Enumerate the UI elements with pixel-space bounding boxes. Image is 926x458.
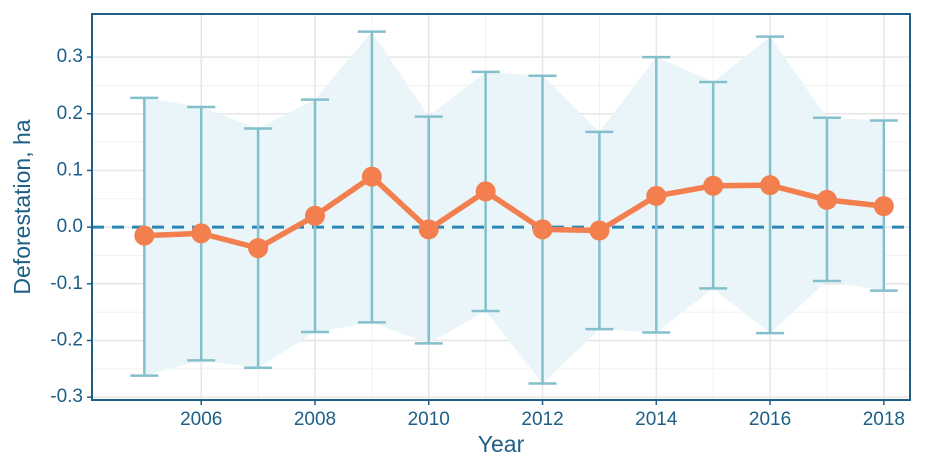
data-point — [361, 166, 382, 187]
data-point — [418, 219, 439, 240]
data-point — [134, 225, 155, 246]
data-point — [191, 223, 212, 244]
y-tick-label: -0.2 — [50, 330, 83, 351]
x-tick-label: 2008 — [294, 409, 336, 430]
x-tick-label: 2018 — [863, 409, 905, 430]
x-tick-label: 2012 — [521, 409, 563, 430]
data-point — [760, 175, 781, 196]
y-tick-label: -0.3 — [50, 386, 83, 407]
data-point — [475, 181, 496, 202]
data-point — [703, 175, 724, 196]
data-point — [816, 189, 837, 210]
data-point — [532, 219, 553, 240]
y-tick-label: 0.3 — [57, 46, 83, 67]
x-tick-label: 2006 — [180, 409, 222, 430]
y-axis-title: Deforestation, ha — [9, 119, 35, 294]
data-point — [304, 205, 325, 226]
y-tick-label: 0.0 — [57, 216, 83, 237]
x-tick-label: 2016 — [749, 409, 791, 430]
plot-border — [91, 13, 911, 401]
data-point — [873, 196, 894, 217]
x-tick-label: 2014 — [635, 409, 678, 430]
data-point — [646, 185, 667, 206]
y-tick-label: 0.1 — [57, 159, 83, 180]
y-tick-label: 0.2 — [57, 103, 83, 124]
data-point — [248, 238, 269, 259]
x-axis-title: Year — [478, 431, 525, 457]
data-point — [589, 220, 610, 241]
y-tick-label: -0.1 — [50, 273, 83, 294]
x-tick-label: 2010 — [408, 409, 450, 430]
